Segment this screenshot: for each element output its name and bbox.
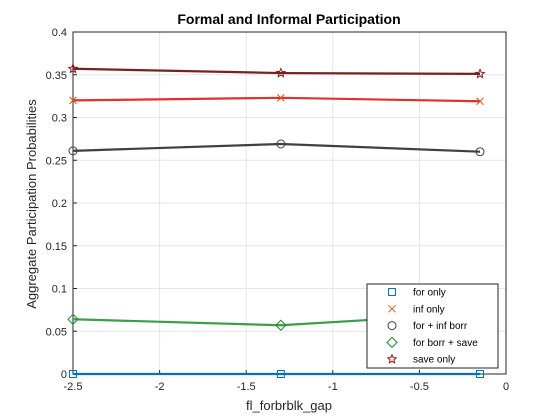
y-tick-label: 0.4: [52, 27, 67, 39]
legend-box: [366, 283, 499, 369]
data-point-for-borr-save: [67, 313, 79, 325]
x-tick-label: -1: [328, 381, 338, 393]
data-point-save-only: [67, 62, 79, 74]
data-point-for-inf-borr: [475, 147, 485, 157]
series-inf-only: [69, 93, 484, 106]
data-point-inf-only-stroke: [476, 97, 484, 106]
y-tick-label: 0: [61, 369, 67, 381]
x-tick-label: -0.5: [410, 381, 429, 393]
data-point-inf-only: [69, 96, 77, 105]
x-tick-label: 0: [503, 381, 509, 393]
y-tick-label: 0.3: [52, 113, 67, 125]
legend-marker-inf-only-stroke: [388, 304, 396, 313]
y-tick-label: 0.2: [52, 198, 67, 210]
legend-marker-inf-only: [388, 304, 396, 313]
legend-marker-for-only: [388, 288, 396, 296]
data-point-for-inf-borr: [276, 139, 286, 149]
y-tick-label: 0.05: [46, 326, 67, 338]
y-tick-label: 0.35: [46, 70, 67, 82]
legend-label-inf-only: inf only: [413, 304, 445, 315]
x-axis-label: fl_forbrblk_gap: [246, 398, 332, 413]
data-point-for-only: [476, 370, 485, 378]
x-tick-label: -2: [155, 381, 165, 393]
legend-label-for-borr-save: for borr + save: [413, 338, 478, 349]
x-tick-label: -1.5: [237, 381, 256, 393]
data-point-save-only: [474, 68, 486, 79]
data-point-inf-only: [476, 97, 484, 106]
series-line-save-only: [72, 67, 481, 75]
y-tick-label: 0.15: [46, 241, 67, 253]
y-tick-label: 0.1: [52, 284, 67, 296]
chart-title: Formal and Informal Participation: [177, 11, 400, 27]
y-tick-label: 0.25: [46, 155, 67, 167]
x-tick-label: -2.5: [64, 381, 83, 393]
data-point-inf-only: [276, 93, 285, 102]
series-for-only: [69, 370, 485, 378]
legend: for only inf only for + inf borr for borr +…: [366, 283, 499, 369]
data-point-inf-only-stroke: [69, 96, 77, 105]
y-axis-label: Aggregate Participation Probabilities: [24, 99, 39, 309]
data-point-for-inf-borr: [68, 146, 78, 156]
legend-marker-for-borr-save: [386, 336, 398, 349]
legend-label-for-only: for only: [413, 288, 446, 299]
series-line-for-inf-borr: [72, 142, 481, 153]
data-point-inf-only-stroke: [276, 93, 285, 102]
legend-marker-save-only: [386, 353, 398, 364]
series-for-inf-borr: [68, 139, 485, 157]
legend-label-for-inf-borr: for + inf borr: [413, 321, 468, 332]
series-group: [67, 62, 486, 378]
legend-marker-for-inf-borr: [387, 321, 397, 331]
data-point-for-borr-save: [275, 319, 287, 331]
legend-label-save-only: save only: [413, 355, 455, 366]
data-point-for-only: [276, 370, 285, 378]
data-point-save-only: [275, 67, 287, 78]
data-point-for-only: [69, 370, 77, 378]
series-save-only: [67, 62, 486, 79]
axis-ticks: -2.5 -2 -1.5 -1 -0.5 0 0 0.05 0.1 0.15 0.2 0.25 0.3 0…: [46, 27, 509, 393]
